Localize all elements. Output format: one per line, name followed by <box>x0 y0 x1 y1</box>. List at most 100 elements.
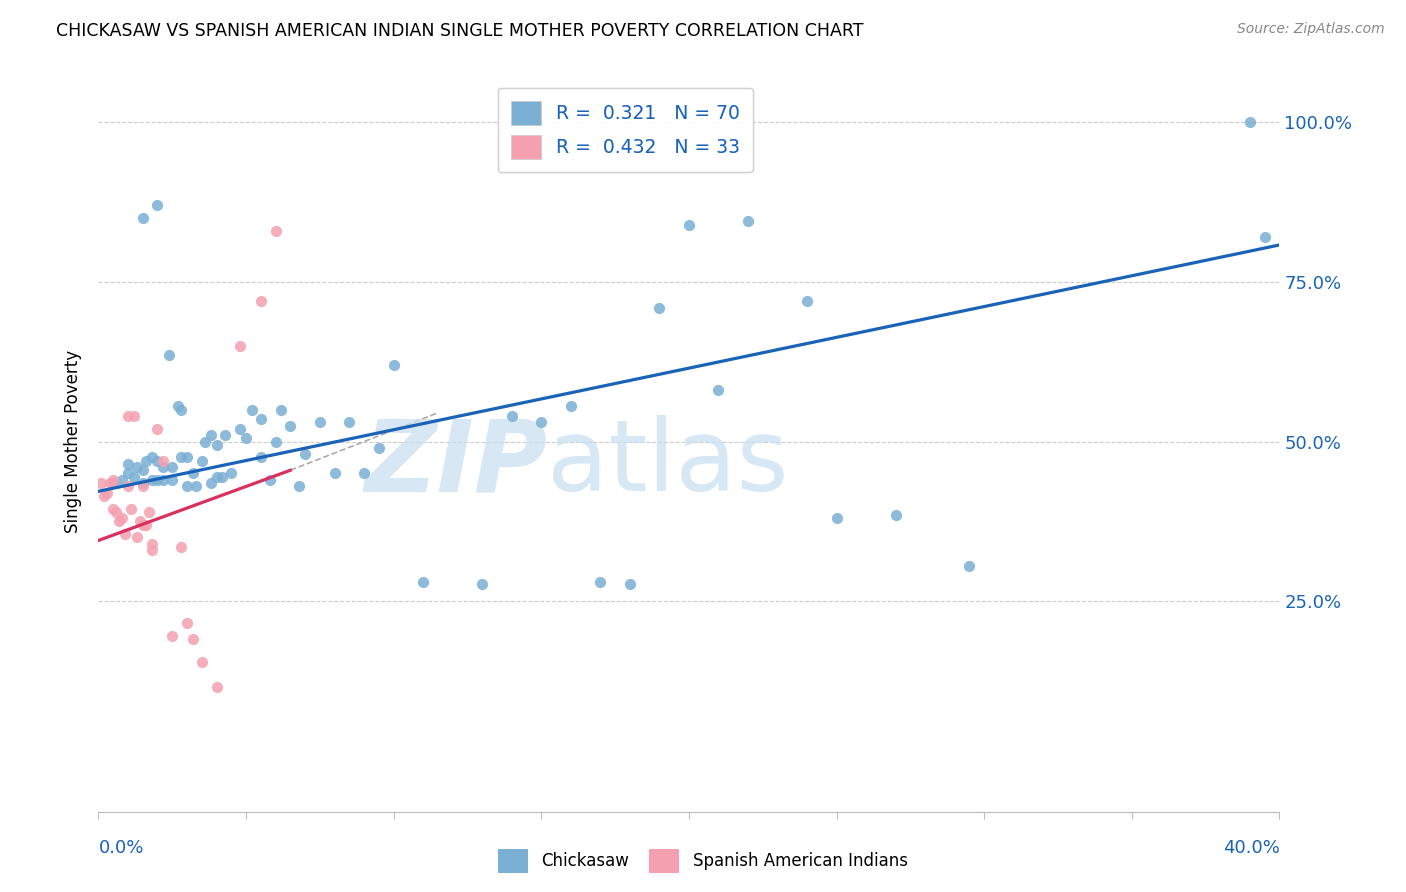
Point <box>111 511 134 525</box>
Point <box>191 453 214 467</box>
Point <box>146 422 169 436</box>
Point <box>825 511 848 525</box>
Point <box>141 543 163 558</box>
Point <box>200 428 222 442</box>
Point <box>141 473 163 487</box>
Text: atlas: atlas <box>547 416 789 512</box>
Text: Source: ZipAtlas.com: Source: ZipAtlas.com <box>1237 22 1385 37</box>
Point <box>181 632 204 647</box>
Point <box>229 339 252 353</box>
Text: 40.0%: 40.0% <box>1223 839 1279 857</box>
Point <box>117 457 139 471</box>
Point <box>270 402 292 417</box>
Point <box>294 447 316 461</box>
Point <box>114 527 136 541</box>
Point <box>796 294 818 309</box>
Point <box>141 450 163 465</box>
Point <box>111 473 134 487</box>
Point <box>339 416 361 430</box>
Point <box>117 467 139 481</box>
Point <box>412 574 434 589</box>
Point <box>141 536 163 550</box>
Point <box>152 473 174 487</box>
Text: 0.0%: 0.0% <box>98 839 143 857</box>
Point <box>146 453 169 467</box>
Y-axis label: Single Mother Poverty: Single Mother Poverty <box>65 350 83 533</box>
Point <box>122 409 145 423</box>
Point <box>589 574 612 589</box>
Point <box>288 479 311 493</box>
Point <box>162 629 183 643</box>
Point <box>181 467 204 481</box>
Point <box>264 224 287 238</box>
Point <box>135 453 157 467</box>
Point <box>135 517 157 532</box>
Point <box>250 294 273 309</box>
Point <box>103 501 125 516</box>
Point <box>619 577 641 591</box>
Point <box>146 198 169 212</box>
Point <box>707 384 730 398</box>
Point <box>170 450 193 465</box>
Point <box>959 559 981 574</box>
Legend: Chickasaw, Spanish American Indians: Chickasaw, Spanish American Indians <box>492 842 914 880</box>
Point <box>259 473 281 487</box>
Point <box>214 428 236 442</box>
Point <box>108 514 131 528</box>
Point <box>132 463 155 477</box>
Point <box>221 467 243 481</box>
Point <box>96 485 118 500</box>
Point <box>250 450 273 465</box>
Point <box>1254 230 1277 244</box>
Point <box>240 402 263 417</box>
Point <box>205 438 228 452</box>
Point <box>93 489 115 503</box>
Point <box>205 680 228 694</box>
Point <box>530 416 553 430</box>
Point <box>501 409 523 423</box>
Point <box>176 450 198 465</box>
Point <box>184 479 207 493</box>
Point <box>264 434 287 449</box>
Point <box>103 476 125 491</box>
Point <box>884 508 907 522</box>
Point <box>122 469 145 483</box>
Point <box>368 441 391 455</box>
Point <box>157 348 180 362</box>
Point <box>200 476 222 491</box>
Point <box>132 211 155 226</box>
Point <box>146 473 169 487</box>
Point <box>280 418 302 433</box>
Point <box>191 655 214 669</box>
Point <box>132 479 155 493</box>
Point <box>90 476 112 491</box>
Point <box>170 402 193 417</box>
Text: CHICKASAW VS SPANISH AMERICAN INDIAN SINGLE MOTHER POVERTY CORRELATION CHART: CHICKASAW VS SPANISH AMERICAN INDIAN SIN… <box>56 22 863 40</box>
Legend: R =  0.321   N = 70, R =  0.432   N = 33: R = 0.321 N = 70, R = 0.432 N = 33 <box>498 88 752 172</box>
Point <box>235 431 257 445</box>
Point <box>382 358 405 372</box>
Point <box>103 473 125 487</box>
Point <box>125 530 148 544</box>
Point <box>678 218 700 232</box>
Point <box>471 577 494 591</box>
Point <box>152 460 174 475</box>
Point <box>105 505 128 519</box>
Point <box>211 469 233 483</box>
Point <box>737 214 759 228</box>
Text: ZIP: ZIP <box>364 416 547 512</box>
Point <box>176 479 198 493</box>
Point <box>229 422 252 436</box>
Point <box>353 467 375 481</box>
Point <box>194 434 217 449</box>
Point <box>117 479 139 493</box>
Point <box>309 416 332 430</box>
Point <box>138 505 160 519</box>
Point <box>205 469 228 483</box>
Point <box>162 460 183 475</box>
Point <box>250 412 273 426</box>
Point <box>132 517 155 532</box>
Point <box>152 453 174 467</box>
Point <box>162 473 183 487</box>
Point <box>125 460 148 475</box>
